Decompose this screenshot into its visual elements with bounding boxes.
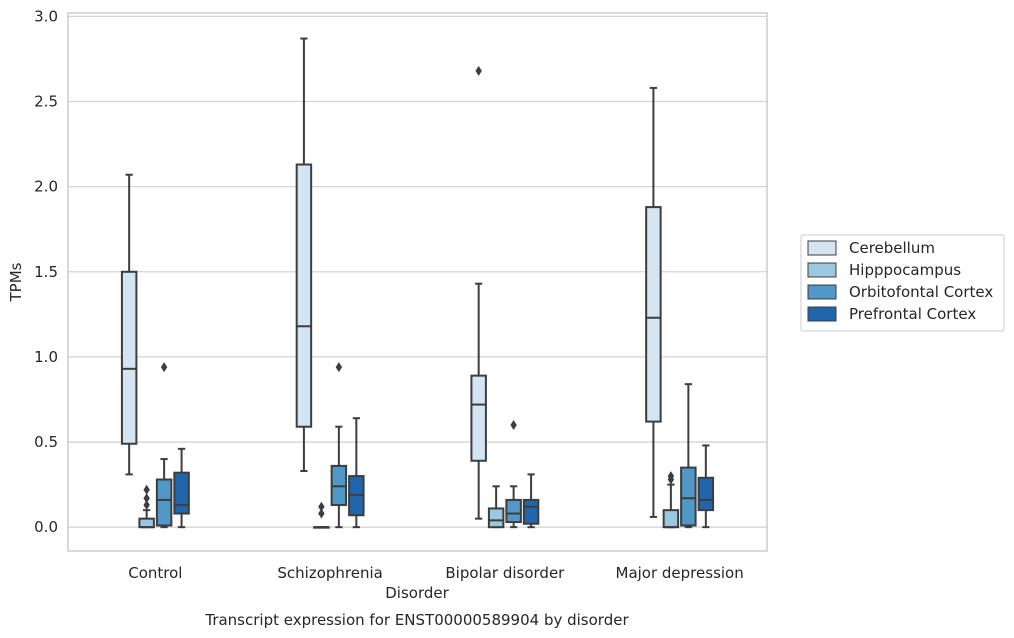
outlier-point (318, 508, 325, 519)
box-iqr (155, 478, 173, 527)
box-prefrontal-cortex-1 (348, 417, 365, 529)
legend: Cerebellum Hipppocampus Orbitofontal Corte… (800, 234, 1005, 332)
outlier-point (143, 500, 150, 511)
chart-title: Transcript expression for ENST0000058990… (204, 611, 629, 629)
legend-swatch (807, 284, 837, 300)
box-orbitofontal-cortex-0 (155, 362, 173, 529)
box-hipppocampus-3 (662, 471, 680, 529)
outlier-point (335, 362, 343, 373)
box-iqr (120, 270, 138, 445)
box-orbitofontal-cortex-2 (505, 420, 522, 529)
x-axis-ticks: Control Schizophrenia Bipolar disorder Majo… (128, 564, 743, 582)
legend-frame (800, 234, 1005, 332)
box-orbitofontal-cortex-1 (330, 362, 348, 529)
box-iqr (697, 476, 715, 512)
outlier-point (475, 65, 482, 76)
legend-label: Orbitofontal Cortex (849, 283, 993, 301)
box-hipppocampus-0 (138, 484, 155, 529)
y-tick-label: 3.0 (34, 7, 58, 25)
plot-frame (67, 12, 768, 552)
y-tick-label: 2.5 (34, 93, 58, 111)
y-tick-label: 0.5 (34, 433, 58, 451)
legend-swatch (807, 262, 837, 278)
y-axis-label: TPMs (7, 262, 25, 302)
x-tick-label: Bipolar disorder (445, 564, 565, 582)
box-iqr (173, 471, 190, 515)
outlier-point (143, 493, 150, 504)
box-iqr (295, 163, 313, 428)
box-hipppocampus-1 (313, 501, 330, 529)
box-iqr (505, 498, 522, 524)
box-iqr (522, 498, 540, 525)
box-prefrontal-cortex-0 (173, 447, 190, 529)
outlier-point (667, 471, 675, 482)
box-cerebellum-0 (120, 173, 138, 476)
outlier-point (318, 501, 325, 512)
outlier-point (143, 484, 150, 495)
x-axis-label: Disorder (385, 584, 449, 602)
box-cerebellum-3 (645, 86, 662, 518)
legend-label: Hipppocampus (849, 261, 961, 279)
box-cerebellum-2 (470, 65, 487, 520)
legend-swatch (807, 306, 837, 322)
legend-swatch (807, 240, 837, 256)
y-tick-label: 2.0 (34, 178, 58, 196)
x-tick-label: Control (128, 564, 182, 582)
y-tick-label: 1.0 (34, 348, 58, 366)
x-tick-label: Major depression (616, 564, 744, 582)
box-cerebellum-1 (295, 37, 313, 472)
box-prefrontal-cortex-3 (697, 444, 715, 529)
y-tick-label: 1.5 (34, 263, 58, 281)
grid-lines (68, 15, 767, 528)
legend-label: Prefrontal Cortex (849, 305, 976, 323)
box-iqr (680, 466, 697, 527)
box-prefrontal-cortex-2 (522, 473, 540, 529)
box-plot-area (120, 37, 715, 529)
legend-label: Cerebellum (849, 239, 935, 257)
outlier-point (510, 420, 517, 431)
y-tick-label: 0.0 (34, 518, 58, 536)
y-axis-ticks: 0.0 0.5 1.0 1.5 2.0 2.5 3.0 (34, 7, 58, 536)
box-iqr (470, 374, 487, 462)
box-iqr (487, 507, 505, 529)
outlier-point (160, 362, 168, 373)
box-hipppocampus-2 (487, 485, 505, 529)
box-orbitofontal-cortex-3 (680, 383, 697, 529)
box-iqr (645, 206, 662, 423)
box-iqr (138, 517, 155, 529)
x-tick-label: Schizophrenia (277, 564, 382, 582)
box-iqr (662, 509, 680, 529)
